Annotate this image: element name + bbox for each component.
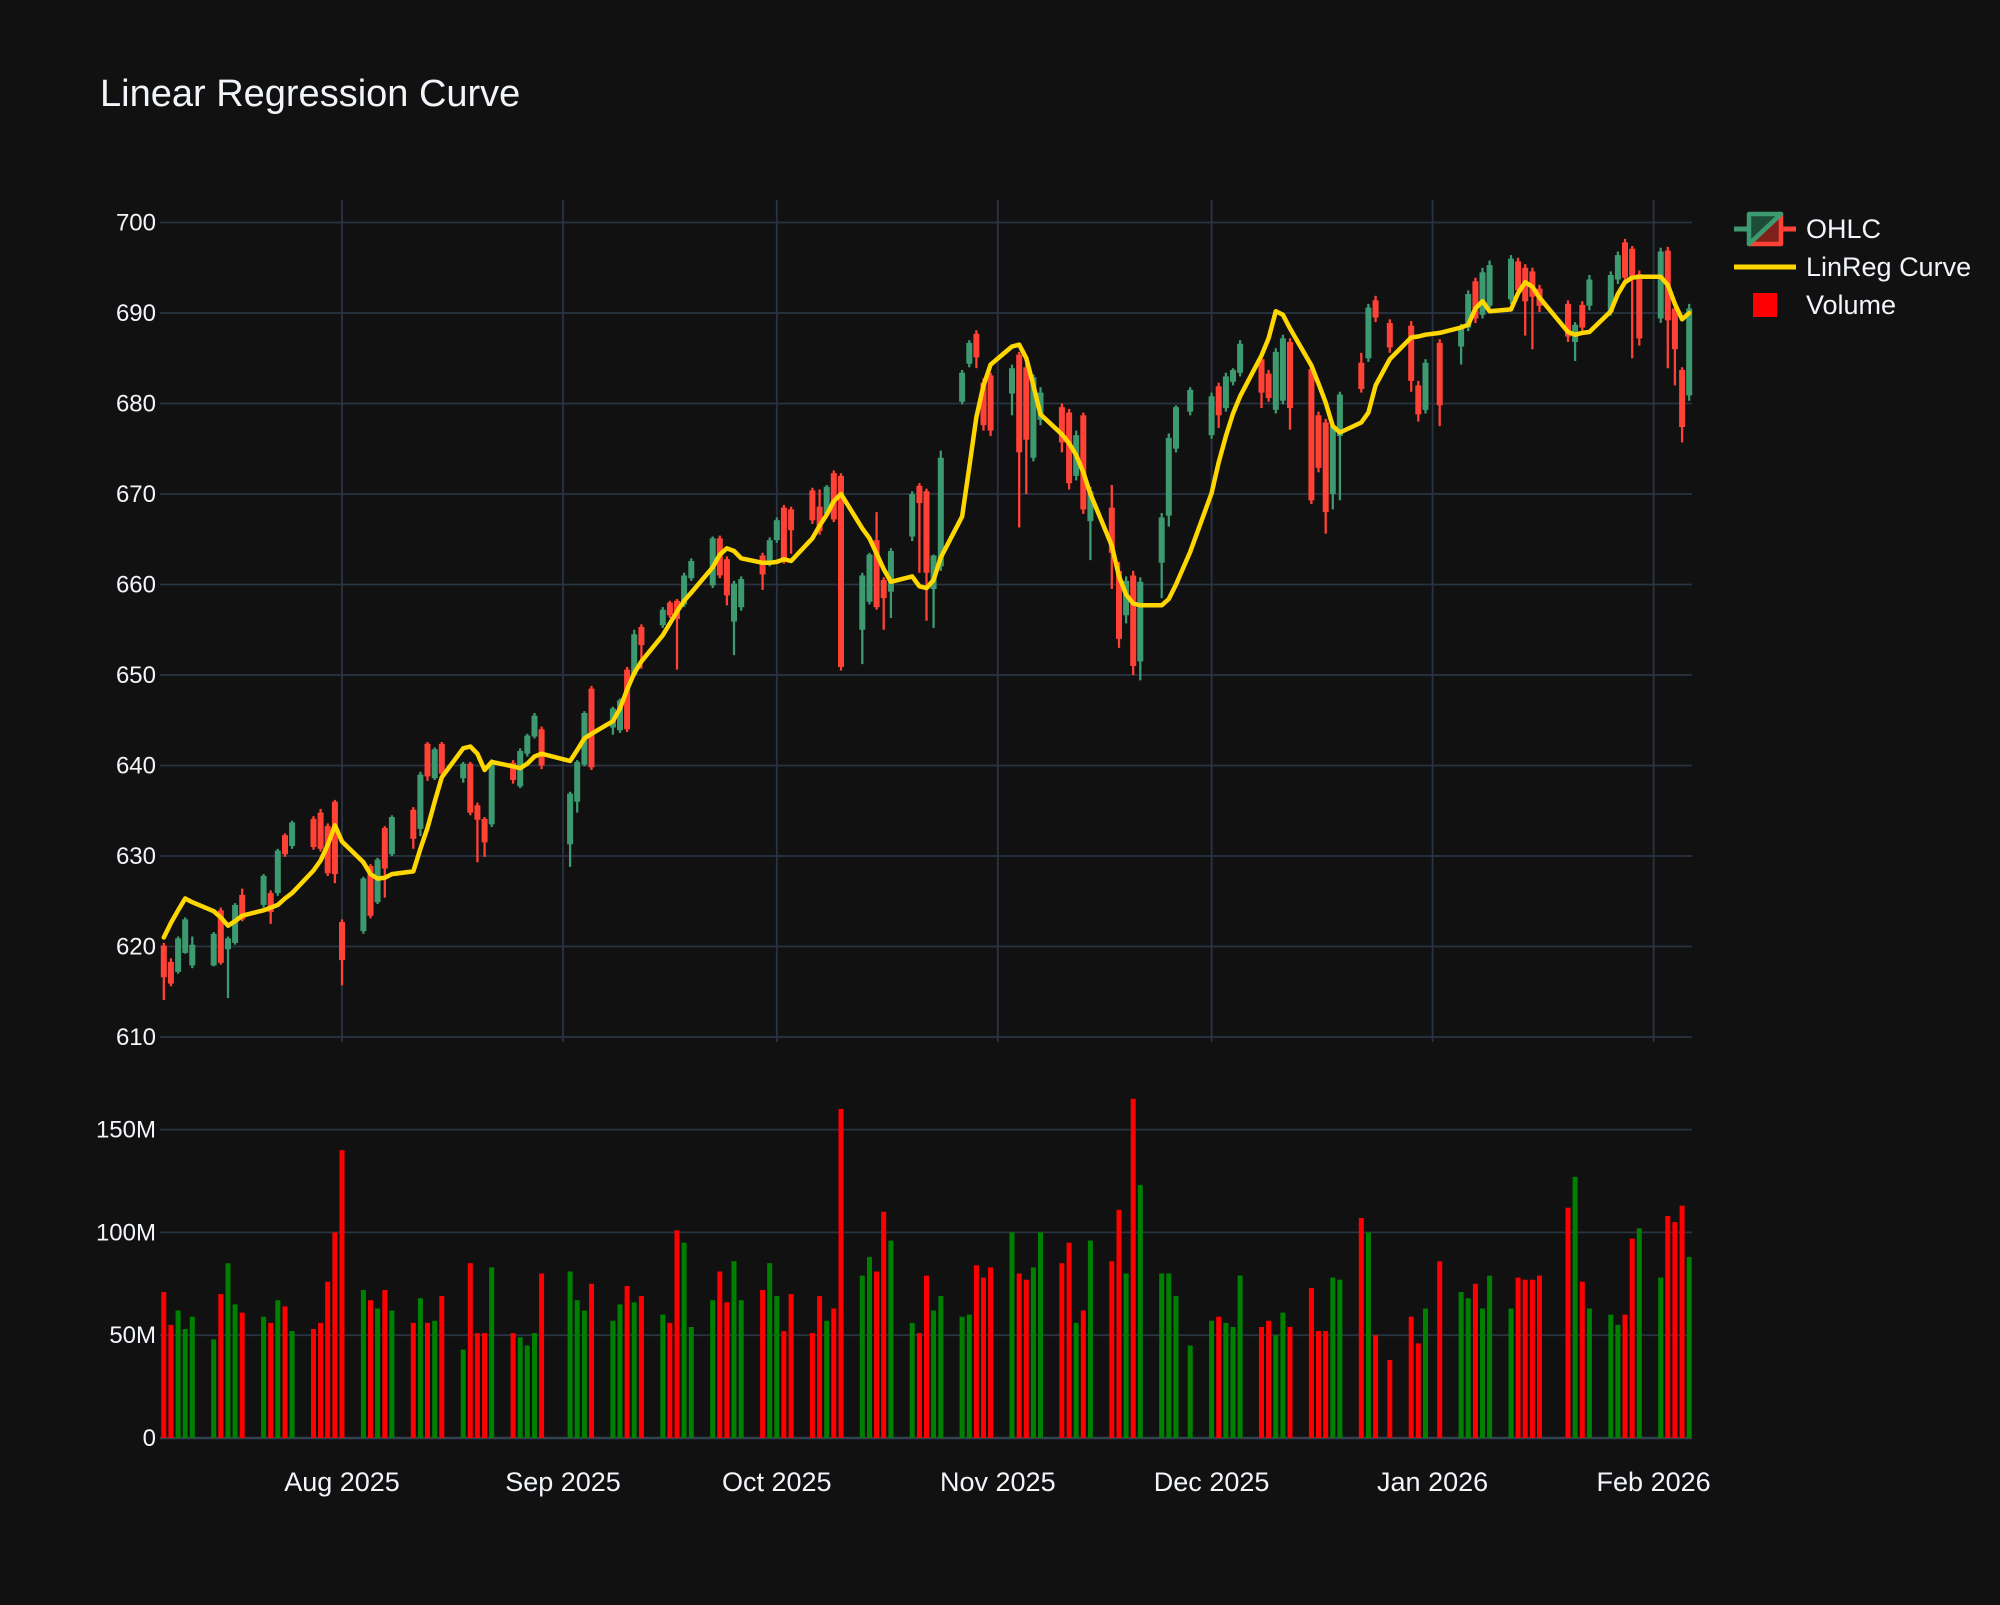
svg-text:680: 680	[116, 391, 156, 418]
svg-text:Dec 2025: Dec 2025	[1154, 1467, 1270, 1497]
svg-text:LinReg Curve: LinReg Curve	[1806, 252, 1971, 282]
svg-text:690: 690	[116, 300, 156, 327]
svg-text:Nov 2025: Nov 2025	[940, 1467, 1056, 1497]
svg-text:640: 640	[116, 753, 156, 780]
svg-text:700: 700	[116, 210, 156, 237]
svg-text:50M: 50M	[109, 1322, 156, 1349]
svg-text:620: 620	[116, 934, 156, 961]
svg-text:Feb 2026: Feb 2026	[1597, 1467, 1711, 1497]
svg-text:660: 660	[116, 572, 156, 599]
svg-text:Volume: Volume	[1806, 290, 1896, 320]
svg-text:100M: 100M	[96, 1219, 156, 1246]
svg-text:670: 670	[116, 481, 156, 508]
svg-text:650: 650	[116, 662, 156, 689]
svg-text:Linear Regression Curve: Linear Regression Curve	[100, 73, 520, 115]
svg-text:630: 630	[116, 843, 156, 870]
svg-text:610: 610	[116, 1024, 156, 1051]
svg-text:Sep 2025: Sep 2025	[505, 1467, 621, 1497]
svg-text:Jan 2026: Jan 2026	[1377, 1467, 1488, 1497]
svg-text:150M: 150M	[96, 1117, 156, 1144]
svg-text:Oct 2025: Oct 2025	[722, 1467, 832, 1497]
svg-text:OHLC: OHLC	[1806, 214, 1881, 244]
svg-text:0: 0	[143, 1425, 156, 1452]
svg-text:Aug 2025: Aug 2025	[284, 1467, 400, 1497]
